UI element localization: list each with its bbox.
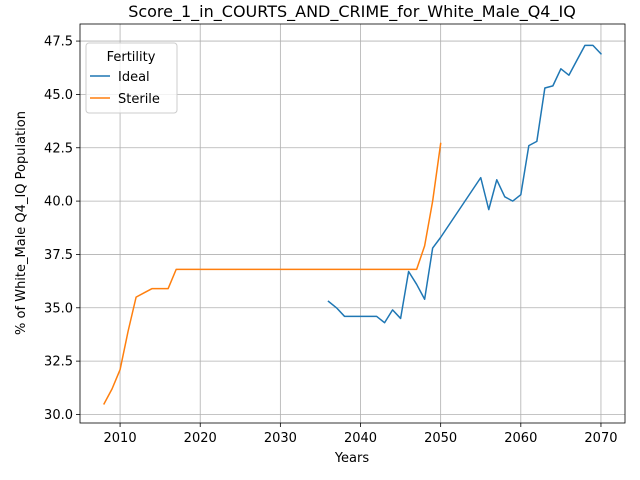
legend-label-sterile: Sterile xyxy=(118,92,160,107)
y-tick-label: 45.0 xyxy=(44,88,73,103)
series-line-sterile xyxy=(103,142,442,405)
y-tick-label: 40.0 xyxy=(44,195,73,210)
x-tick-label: 2060 xyxy=(504,431,537,446)
grid xyxy=(80,24,625,423)
legend: Fertility Ideal Sterile xyxy=(85,42,178,114)
series-line-ideal xyxy=(327,44,603,324)
x-tick-label: 2070 xyxy=(584,431,617,446)
x-axis: 2010 2020 2030 2040 2050 2060 2070 xyxy=(104,423,618,446)
x-axis-label: Years xyxy=(334,451,370,466)
chart-title: Score_1_in_COURTS_AND_CRIME_for_White_Ma… xyxy=(128,2,576,22)
x-tick-label: 2010 xyxy=(104,431,137,446)
legend-title: Fertility xyxy=(107,50,156,65)
legend-label-ideal: Ideal xyxy=(118,70,150,85)
plot-frame xyxy=(79,23,626,424)
y-axis: 30.0 32.5 35.0 37.5 40.0 42.5 45.0 47.5 xyxy=(44,35,80,423)
y-tick-label: 35.0 xyxy=(44,301,73,316)
y-tick-label: 30.0 xyxy=(44,408,73,423)
y-tick-label: 42.5 xyxy=(44,141,73,156)
y-tick-label: 32.5 xyxy=(44,355,73,370)
y-axis-label: % of White_Male Q4_IQ Population xyxy=(14,111,29,335)
x-tick-label: 2040 xyxy=(344,431,377,446)
x-tick-label: 2020 xyxy=(184,431,217,446)
y-tick-label: 47.5 xyxy=(44,35,73,50)
series-layer xyxy=(103,44,603,405)
x-tick-label: 2050 xyxy=(424,431,457,446)
y-tick-label: 37.5 xyxy=(44,248,73,263)
legend-box xyxy=(85,42,178,114)
x-tick-label: 2030 xyxy=(264,431,297,446)
